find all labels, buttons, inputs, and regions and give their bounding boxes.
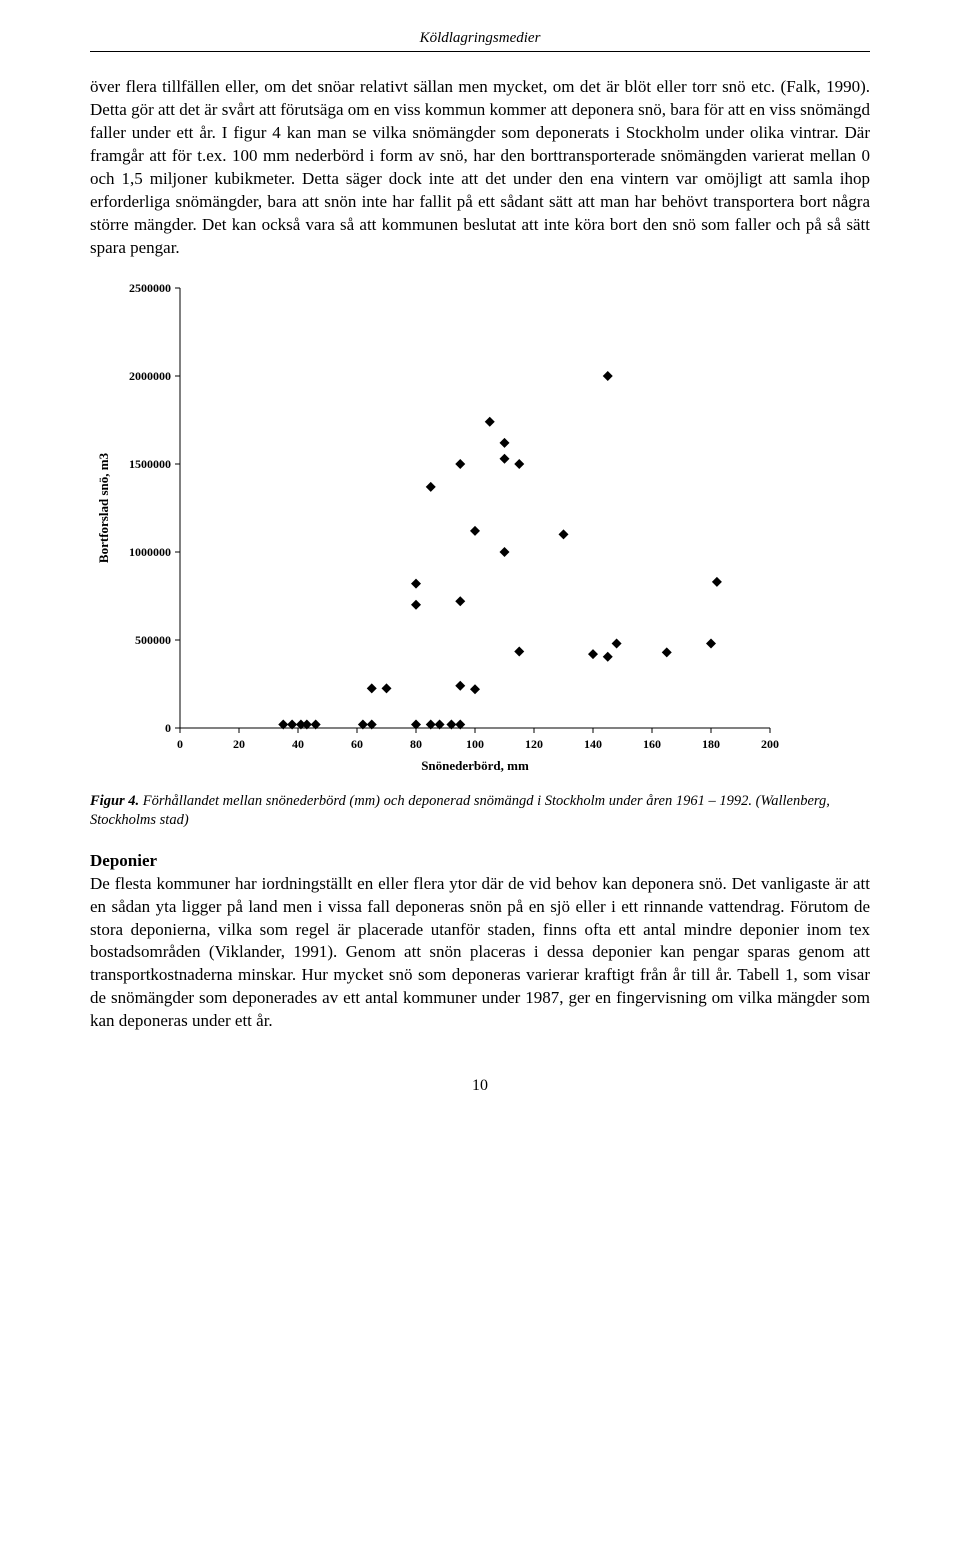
figure-caption-text: Förhållandet mellan snönederbörd (mm) oc… [90,793,830,829]
figure-caption: Figur 4. Förhållandet mellan snönederbör… [90,792,870,831]
page-number: 10 [90,1077,870,1095]
svg-text:Snönederbörd, mm: Snönederbörd, mm [421,758,529,773]
svg-text:500000: 500000 [135,633,171,647]
paragraph-2: De flesta kommuner har iordningställt en… [90,873,870,1034]
paragraph-1: över flera tillfällen eller, om det snöa… [90,76,870,260]
svg-text:120: 120 [525,737,543,751]
svg-text:160: 160 [643,737,661,751]
svg-text:Bortforslad snö, m3: Bortforslad snö, m3 [96,452,111,563]
svg-text:200: 200 [761,737,779,751]
svg-text:40: 40 [292,737,304,751]
svg-text:0: 0 [177,737,183,751]
svg-text:2500000: 2500000 [129,281,171,295]
svg-text:100: 100 [466,737,484,751]
running-header: Köldlagringsmedier [90,30,870,47]
scatter-chart: 0 500000 1000000 1500000 2000000 2500000 0 20 40… [90,278,870,778]
svg-text:1500000: 1500000 [129,457,171,471]
svg-text:2000000: 2000000 [129,369,171,383]
page: Köldlagringsmedier över flera tillfällen… [0,0,960,1155]
svg-text:20: 20 [233,737,245,751]
svg-text:180: 180 [702,737,720,751]
svg-text:0: 0 [165,721,171,735]
svg-text:140: 140 [584,737,602,751]
section-subhead: Deponier [90,851,870,871]
svg-text:1000000: 1000000 [129,545,171,559]
chart-svg: 0 500000 1000000 1500000 2000000 2500000 0 20 40… [90,278,780,778]
header-rule [90,51,870,52]
svg-text:60: 60 [351,737,363,751]
svg-text:80: 80 [410,737,422,751]
figure-caption-label: Figur 4. [90,793,139,809]
